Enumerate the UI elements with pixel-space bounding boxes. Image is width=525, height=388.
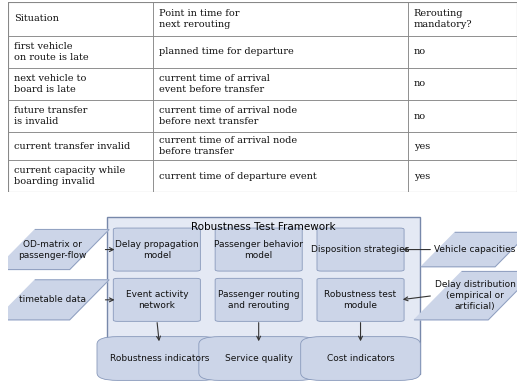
Text: current time of arrival node
before transfer: current time of arrival node before tran…: [159, 136, 297, 156]
Text: Delay propagation
model: Delay propagation model: [115, 239, 198, 260]
Text: OD-matrix or
passenger-flow: OD-matrix or passenger-flow: [18, 239, 87, 260]
Text: current time of departure event: current time of departure event: [159, 171, 317, 180]
Text: Passenger routing
and rerouting: Passenger routing and rerouting: [218, 290, 299, 310]
Text: current capacity while
boarding invalid: current capacity while boarding invalid: [14, 166, 125, 186]
Text: Point in time for
next rerouting: Point in time for next rerouting: [159, 9, 239, 29]
FancyBboxPatch shape: [107, 217, 421, 374]
Text: Robustness indicators: Robustness indicators: [110, 354, 209, 363]
Text: Situation: Situation: [14, 14, 59, 23]
Text: Service quality: Service quality: [225, 354, 292, 363]
Text: no: no: [414, 111, 426, 121]
FancyBboxPatch shape: [97, 337, 222, 380]
Text: Rerouting
mandatory?: Rerouting mandatory?: [414, 9, 473, 29]
Text: Delay distribution
(empirical or
artificial): Delay distribution (empirical or artific…: [435, 280, 516, 311]
Text: Robustness Test Framework: Robustness Test Framework: [192, 222, 336, 232]
Text: no: no: [414, 47, 426, 57]
Text: first vehicle
on route is late: first vehicle on route is late: [14, 42, 89, 62]
FancyBboxPatch shape: [113, 278, 201, 321]
Polygon shape: [421, 232, 525, 267]
Text: yes: yes: [414, 171, 430, 180]
Polygon shape: [0, 230, 109, 270]
FancyBboxPatch shape: [113, 228, 201, 271]
FancyBboxPatch shape: [317, 278, 404, 321]
Text: next vehicle to
board is late: next vehicle to board is late: [14, 74, 86, 94]
Text: current transfer invalid: current transfer invalid: [14, 142, 130, 151]
Polygon shape: [414, 272, 525, 320]
FancyBboxPatch shape: [199, 337, 319, 380]
Polygon shape: [0, 280, 109, 320]
Text: planned time for departure: planned time for departure: [159, 47, 294, 57]
FancyBboxPatch shape: [317, 228, 404, 271]
Text: future transfer
is invalid: future transfer is invalid: [14, 106, 87, 126]
Text: Passenger behavior
model: Passenger behavior model: [214, 239, 303, 260]
Text: yes: yes: [414, 142, 430, 151]
Text: Event activity
network: Event activity network: [125, 290, 188, 310]
Text: current time of arrival
event before transfer: current time of arrival event before tra…: [159, 74, 270, 94]
FancyBboxPatch shape: [301, 337, 421, 380]
Text: Vehicle capacities: Vehicle capacities: [434, 245, 516, 254]
FancyBboxPatch shape: [215, 228, 302, 271]
Text: timetable data: timetable data: [19, 295, 86, 304]
Text: current time of arrival node
before next transfer: current time of arrival node before next…: [159, 106, 297, 126]
Text: no: no: [414, 80, 426, 88]
Text: Disposition strategies: Disposition strategies: [311, 245, 410, 254]
FancyBboxPatch shape: [215, 278, 302, 321]
Text: Robustness test
module: Robustness test module: [324, 290, 396, 310]
Text: Cost indicators: Cost indicators: [327, 354, 394, 363]
